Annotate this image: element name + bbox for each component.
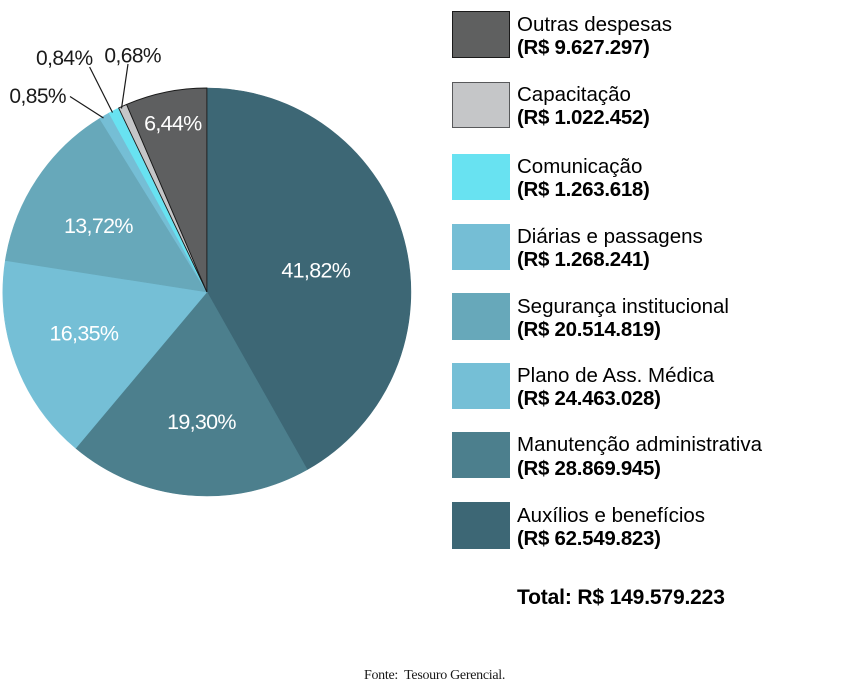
svg-text:0,68%: 0,68% [104,44,161,67]
svg-text:0,85%: 0,85% [9,85,66,108]
svg-text:6,44%: 6,44% [144,112,202,136]
svg-text:13,72%: 13,72% [64,214,133,238]
svg-text:41,82%: 41,82% [281,259,350,283]
svg-text:19,30%: 19,30% [167,410,236,434]
svg-text:0,84%: 0,84% [36,47,93,70]
svg-text:16,35%: 16,35% [50,322,119,346]
